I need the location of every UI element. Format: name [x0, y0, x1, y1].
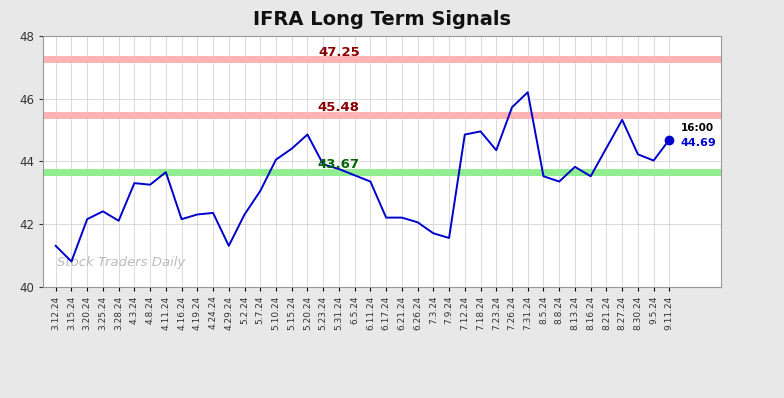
Text: 43.67: 43.67 [318, 158, 360, 171]
Text: Stock Traders Daily: Stock Traders Daily [56, 256, 185, 269]
Text: 16:00: 16:00 [681, 123, 713, 133]
Title: IFRA Long Term Signals: IFRA Long Term Signals [253, 10, 511, 29]
Text: 45.48: 45.48 [318, 101, 360, 114]
Text: 44.69: 44.69 [681, 139, 716, 148]
Text: 47.25: 47.25 [318, 45, 360, 59]
